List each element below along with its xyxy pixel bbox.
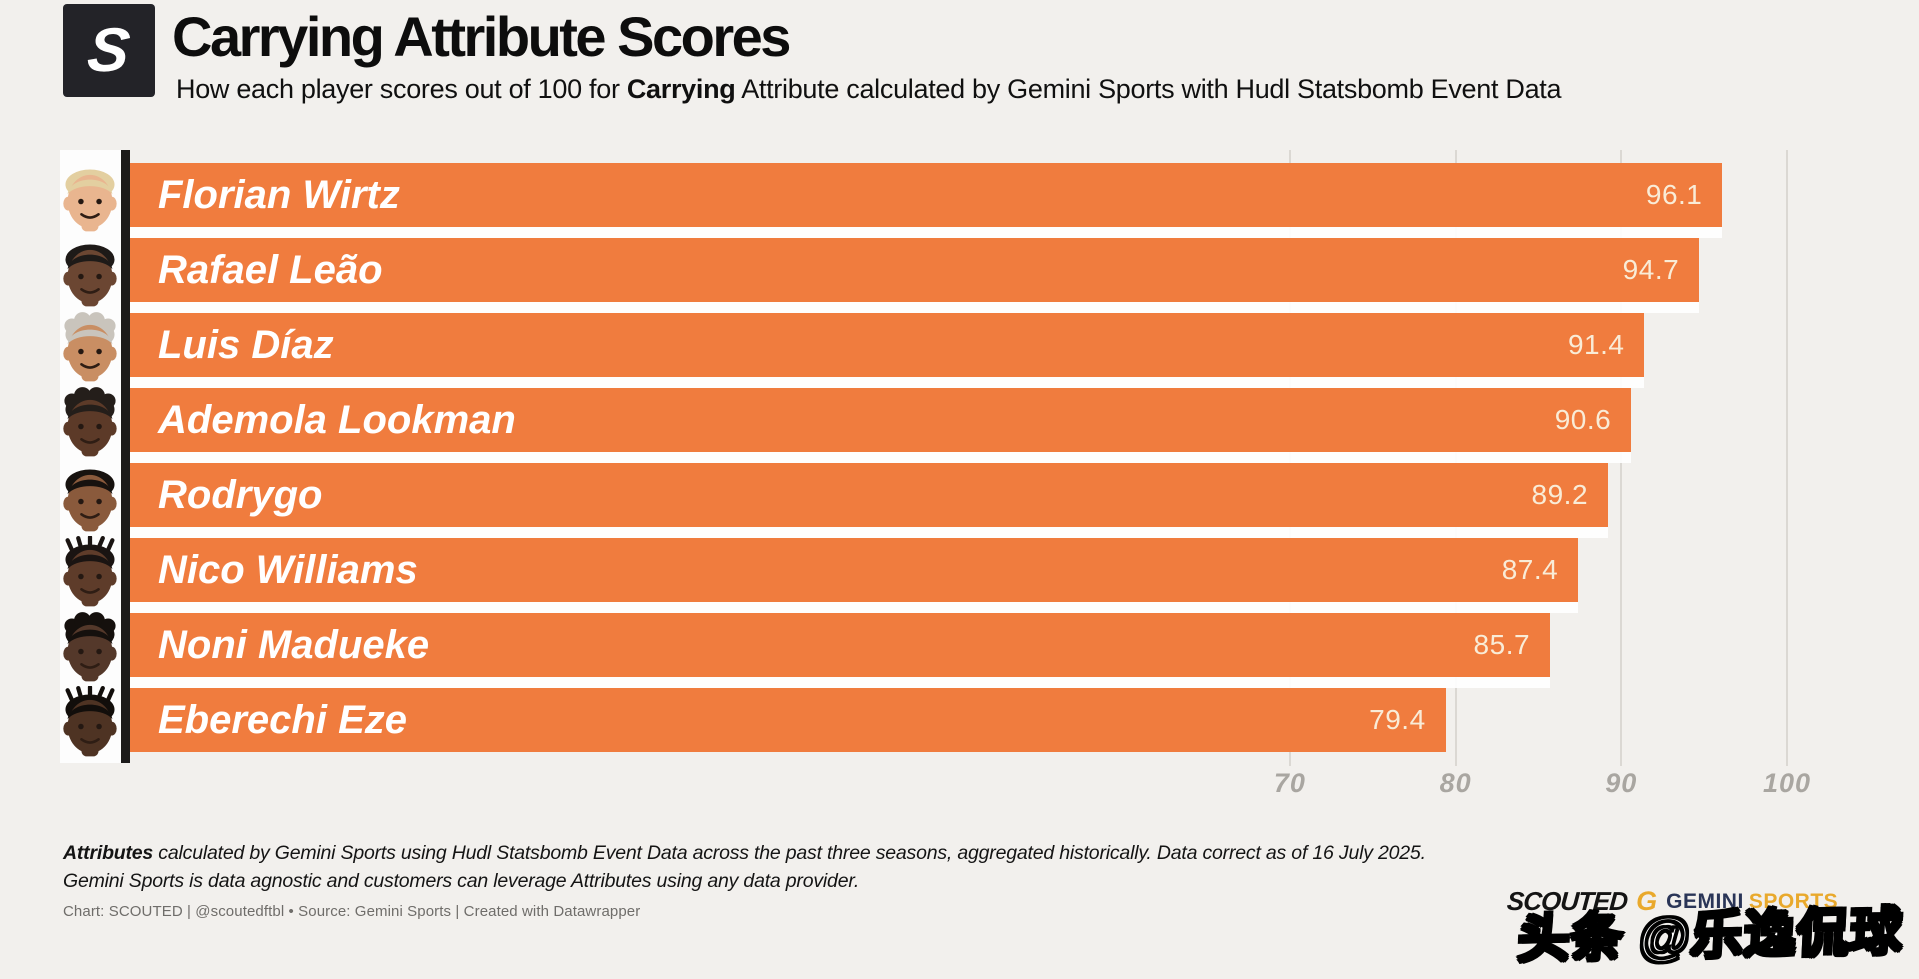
player-name: Rafael Leão: [158, 247, 383, 292]
player-headshot: [58, 236, 122, 307]
bar-row: Nico Williams 87.4: [130, 538, 1579, 602]
gemini-wordmark: GEMINI: [1666, 889, 1744, 913]
scouted-logo: S: [63, 4, 155, 97]
bar-row: Rafael Leão 94.7: [130, 238, 1700, 302]
bar-row: Rodrygo 89.2: [130, 463, 1609, 527]
bar-value-label: 91.4: [1567, 329, 1625, 360]
bar-value-label: 89.2: [1531, 479, 1589, 510]
player-name: Rodrygo: [158, 472, 323, 517]
bar-row: Eberechi Eze 79.4: [130, 688, 1446, 752]
bar-value-label: 96.1: [1645, 179, 1703, 210]
branding-row: SCOUTED G GEMINI SPORTS: [1506, 886, 1839, 917]
row-separator: [130, 227, 1723, 238]
chart-credit: Chart: SCOUTED | @scoutedftbl • Source: …: [63, 903, 641, 920]
gridline-100: [1786, 150, 1788, 766]
player-headshot: [58, 534, 122, 607]
subtitle-suffix: Attribute calculated by Gemini Sports wi…: [735, 74, 1562, 104]
bar-value-label: 87.4: [1501, 554, 1559, 585]
gemini-g-icon: G: [1636, 886, 1658, 916]
gemini-sports-wordmark: SPORTS: [1748, 889, 1839, 913]
bar-row: Noni Madueke 85.7: [130, 613, 1551, 677]
player-headshot: [58, 461, 122, 532]
bar-row: Luis Díaz 91.4: [130, 313, 1645, 377]
subtitle-bold-word: Carrying: [626, 74, 736, 104]
tick-label-90: 90: [1605, 768, 1638, 798]
y-axis-line: [121, 150, 130, 763]
bar-row: Ademola Lookman 90.6: [130, 388, 1632, 452]
footnote-line1: Attributes calculated by Gemini Sports u…: [63, 842, 1426, 865]
tick-label-70: 70: [1273, 768, 1306, 798]
player-name: Noni Madueke: [158, 622, 430, 667]
footnote-bold-word: Attributes: [63, 842, 154, 864]
bar-row: Florian Wirtz 96.1: [130, 163, 1723, 227]
page-title: Carrying Attribute Scores: [172, 5, 791, 68]
bar-value-label: 90.6: [1554, 404, 1612, 435]
row-separator: [130, 377, 1645, 388]
page-subtitle: How each player scores out of 100 for Ca…: [176, 74, 1562, 105]
player-headshot: [58, 161, 122, 232]
player-headshot: [58, 611, 122, 682]
player-name: Nico Williams: [158, 547, 418, 592]
bar-value-label: 85.7: [1473, 629, 1531, 660]
player-name: Eberechi Eze: [158, 697, 408, 742]
player-name: Luis Díaz: [158, 322, 334, 367]
bar-value-label: 94.7: [1622, 254, 1680, 285]
toutiao-watermark: 头条 @乐逸侃球: [1515, 902, 1906, 971]
row-separator: [130, 302, 1700, 313]
scouted-logo-letter-icon: S: [84, 15, 134, 85]
player-headshot: [58, 684, 122, 757]
bar-value-label: 79.4: [1369, 704, 1426, 735]
row-separator: [130, 527, 1609, 538]
player-name: Florian Wirtz: [158, 172, 400, 217]
player-headshot: [58, 311, 122, 382]
tick-label-100: 100: [1762, 768, 1812, 798]
row-separator: [130, 452, 1632, 463]
footnote-line1-rest: calculated by Gemini Sports using Hudl S…: [153, 842, 1426, 864]
subtitle-prefix: How each player scores out of 100 for: [176, 74, 627, 104]
footnote-line2: Gemini Sports is data agnostic and custo…: [63, 870, 860, 892]
player-headshot: [58, 386, 122, 457]
row-separator: [130, 602, 1579, 613]
player-name: Ademola Lookman: [158, 397, 516, 442]
tick-label-80: 80: [1439, 768, 1472, 798]
row-separator: [130, 677, 1551, 688]
